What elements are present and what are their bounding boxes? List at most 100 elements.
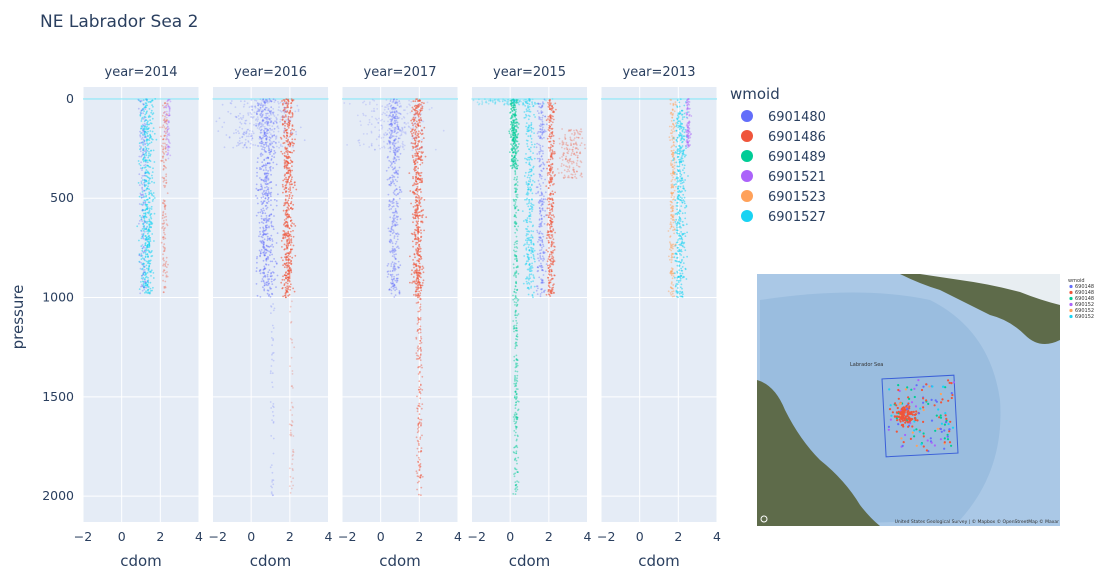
data-point	[148, 218, 151, 221]
data-point	[143, 140, 146, 142]
data-point	[389, 140, 391, 143]
data-point	[413, 262, 415, 265]
data-point	[166, 275, 169, 278]
data-point	[513, 200, 515, 203]
data-point	[264, 224, 267, 227]
data-point	[517, 408, 520, 411]
data-point	[271, 243, 274, 246]
data-point	[142, 153, 145, 156]
data-point	[517, 456, 520, 459]
data-point	[416, 206, 419, 209]
data-point	[291, 194, 294, 197]
data-point	[419, 353, 422, 356]
data-point	[138, 173, 141, 176]
data-point	[422, 120, 425, 123]
data-point	[535, 146, 538, 149]
data-point	[273, 279, 275, 282]
data-point	[418, 139, 421, 142]
data-point	[162, 258, 165, 260]
data-point	[525, 122, 528, 124]
data-point	[164, 247, 167, 250]
data-point	[289, 230, 292, 233]
data-point	[283, 188, 286, 191]
data-point	[539, 256, 542, 259]
data-point	[292, 244, 295, 247]
data-point	[289, 189, 292, 192]
data-point	[150, 111, 153, 114]
data-point	[163, 216, 166, 219]
data-point	[525, 233, 528, 235]
data-point	[163, 287, 166, 289]
data-point	[515, 195, 518, 198]
data-point	[421, 216, 424, 219]
data-point	[400, 191, 403, 193]
data-point	[273, 198, 276, 201]
data-point	[531, 203, 533, 206]
data-point	[411, 269, 413, 272]
data-point	[389, 251, 392, 254]
data-point	[141, 108, 144, 110]
data-point	[290, 433, 293, 436]
data-point	[258, 128, 261, 130]
data-point	[412, 116, 415, 119]
data-point	[162, 168, 165, 171]
data-point	[393, 131, 396, 134]
data-point	[150, 149, 153, 152]
data-point	[291, 385, 294, 387]
data-point	[284, 292, 287, 295]
data-point	[514, 314, 516, 317]
data-point	[528, 168, 531, 171]
data-point	[395, 224, 397, 227]
data-point	[539, 258, 542, 260]
data-point	[416, 488, 418, 491]
data-point	[417, 430, 420, 432]
data-point	[516, 388, 519, 390]
data-point	[405, 132, 407, 135]
data-point	[291, 176, 293, 179]
data-point	[415, 136, 418, 139]
data-point	[148, 182, 151, 185]
data-point	[415, 195, 418, 198]
data-point	[261, 99, 264, 102]
data-point	[254, 119, 257, 121]
data-point	[151, 174, 153, 177]
data-point	[139, 100, 142, 102]
data-point	[394, 122, 396, 125]
data-point	[147, 238, 150, 241]
data-point	[264, 197, 267, 200]
data-point	[417, 358, 419, 360]
data-point	[281, 278, 284, 281]
data-point	[263, 268, 266, 270]
data-point	[532, 179, 534, 182]
data-point	[387, 106, 389, 108]
data-point	[405, 123, 407, 125]
data-point	[266, 194, 269, 197]
data-point	[517, 400, 520, 403]
data-point	[540, 225, 543, 228]
data-point	[422, 151, 424, 154]
data-point	[388, 203, 391, 206]
data-point	[513, 246, 516, 249]
data-point	[419, 286, 422, 289]
data-point	[161, 202, 164, 204]
data-point	[542, 252, 545, 254]
data-point	[539, 173, 542, 176]
data-point	[516, 396, 518, 399]
data-point	[526, 239, 529, 242]
data-point	[144, 234, 147, 237]
data-point	[415, 249, 418, 252]
data-point	[255, 270, 258, 273]
data-point	[515, 459, 518, 462]
data-point	[265, 244, 268, 247]
data-point	[140, 138, 143, 140]
data-point	[540, 264, 543, 267]
data-point	[530, 243, 533, 245]
data-point	[395, 160, 397, 162]
data-point	[269, 370, 272, 373]
data-point	[522, 282, 525, 285]
data-point	[143, 153, 145, 156]
data-point	[386, 114, 388, 117]
data-point	[531, 101, 533, 104]
data-point	[403, 144, 406, 147]
data-point	[270, 120, 273, 123]
